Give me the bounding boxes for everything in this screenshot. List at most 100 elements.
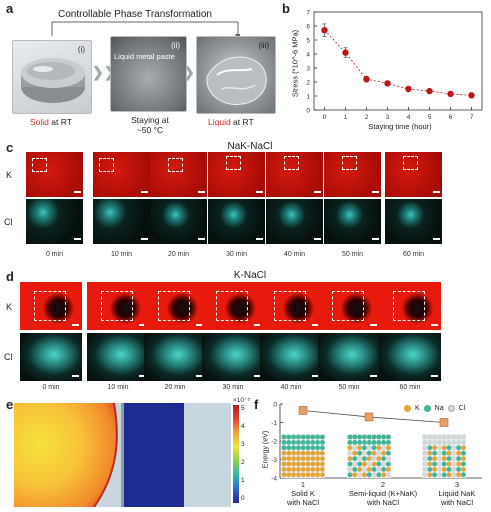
atom xyxy=(422,461,428,467)
f-marker xyxy=(439,418,449,427)
atom xyxy=(305,450,311,456)
atom xyxy=(347,456,353,461)
legend-k-icon xyxy=(404,405,411,412)
y-tick-label: 2 xyxy=(306,80,310,87)
atom xyxy=(376,450,382,456)
k-map-tile xyxy=(87,282,149,330)
atom xyxy=(432,450,437,456)
k-map-tile xyxy=(266,152,323,197)
panel-d-label: d xyxy=(6,269,14,284)
caption-liquid: Liquid at RT xyxy=(208,117,254,127)
k-map-tile xyxy=(318,282,380,330)
cl-map-tile xyxy=(93,199,150,244)
time-label: 60 min xyxy=(402,251,424,258)
time-label: 10 min xyxy=(110,251,132,258)
cl-map-tile xyxy=(385,199,442,244)
time-label: 10 min xyxy=(107,384,129,391)
atom xyxy=(310,440,316,445)
atom xyxy=(352,461,358,467)
atom xyxy=(456,461,461,467)
time-label: 50 min xyxy=(338,384,360,391)
scale-bar xyxy=(74,238,81,240)
atom xyxy=(357,472,362,478)
atom xyxy=(310,445,316,451)
atom xyxy=(386,445,391,451)
cb-tick-0: 0 xyxy=(241,495,245,502)
atom xyxy=(315,434,320,440)
scale-bar xyxy=(372,238,379,240)
cb-tick-1: 1 xyxy=(241,477,245,484)
roi-box xyxy=(332,291,364,321)
atom xyxy=(347,445,353,451)
f-cat-1-with: with NaCl xyxy=(286,498,320,507)
atom xyxy=(461,450,466,456)
scale-bar xyxy=(198,191,205,193)
panel-e-label: e xyxy=(6,397,14,412)
atom xyxy=(437,472,442,478)
atom xyxy=(310,434,316,440)
atom xyxy=(432,472,437,478)
atom xyxy=(310,450,316,456)
cl-map-tile xyxy=(20,333,82,381)
atom xyxy=(451,461,457,467)
atom xyxy=(386,434,391,440)
atom xyxy=(427,434,433,440)
atom xyxy=(386,456,391,461)
atom xyxy=(291,450,296,456)
atom xyxy=(366,456,372,461)
x-tick-label: 3 xyxy=(386,114,390,121)
f-marker xyxy=(298,406,308,415)
atom xyxy=(300,461,306,467)
cl-map-tile xyxy=(266,199,323,244)
atom xyxy=(366,440,372,445)
atom xyxy=(315,445,320,451)
y-tick-label: 4 xyxy=(306,52,310,59)
atom xyxy=(456,467,461,472)
k-map-tile xyxy=(26,152,83,197)
atom xyxy=(376,467,382,472)
y-tick-label: 6 xyxy=(306,24,310,31)
atom xyxy=(371,472,377,478)
atom xyxy=(357,440,362,445)
atom xyxy=(451,440,457,445)
atom xyxy=(357,456,362,461)
atom xyxy=(305,434,311,440)
roi-box xyxy=(101,291,133,321)
f-cat-2-with: with NaCl xyxy=(366,498,400,507)
atom xyxy=(427,450,433,456)
atom xyxy=(432,445,437,451)
atom xyxy=(441,456,447,461)
cb-tick-3: 3 xyxy=(241,441,245,448)
roi-box xyxy=(274,291,306,321)
atom xyxy=(371,450,377,456)
atom xyxy=(427,467,433,472)
atom xyxy=(296,440,301,445)
staying-line1: Staying at xyxy=(131,115,169,125)
atom xyxy=(305,440,311,445)
atom xyxy=(281,472,287,478)
atom xyxy=(437,445,442,451)
atom xyxy=(296,467,301,472)
paste-label: Liquid metal paste xyxy=(114,52,175,61)
atom xyxy=(461,434,466,440)
panel-d-title: K-NaCl xyxy=(233,270,267,281)
row-label-cl-c: Cl xyxy=(4,217,13,227)
atom xyxy=(446,467,452,472)
atom xyxy=(446,456,452,461)
scale-bar xyxy=(139,324,146,326)
atom xyxy=(432,456,437,461)
data-point xyxy=(363,76,370,83)
roman-iii: (iii) xyxy=(258,41,269,50)
chart-xlabel: Staying time (hour) xyxy=(368,122,432,131)
atom xyxy=(451,456,457,461)
cl-map-tile xyxy=(150,199,207,244)
atom xyxy=(305,467,311,472)
scale-bar xyxy=(431,324,438,326)
atom xyxy=(441,445,447,451)
atom xyxy=(291,472,296,478)
cl-map-tile xyxy=(144,333,206,381)
atom xyxy=(441,461,447,467)
row-label-k-c: K xyxy=(6,170,13,180)
scale-bar xyxy=(256,191,263,193)
atom xyxy=(432,434,437,440)
